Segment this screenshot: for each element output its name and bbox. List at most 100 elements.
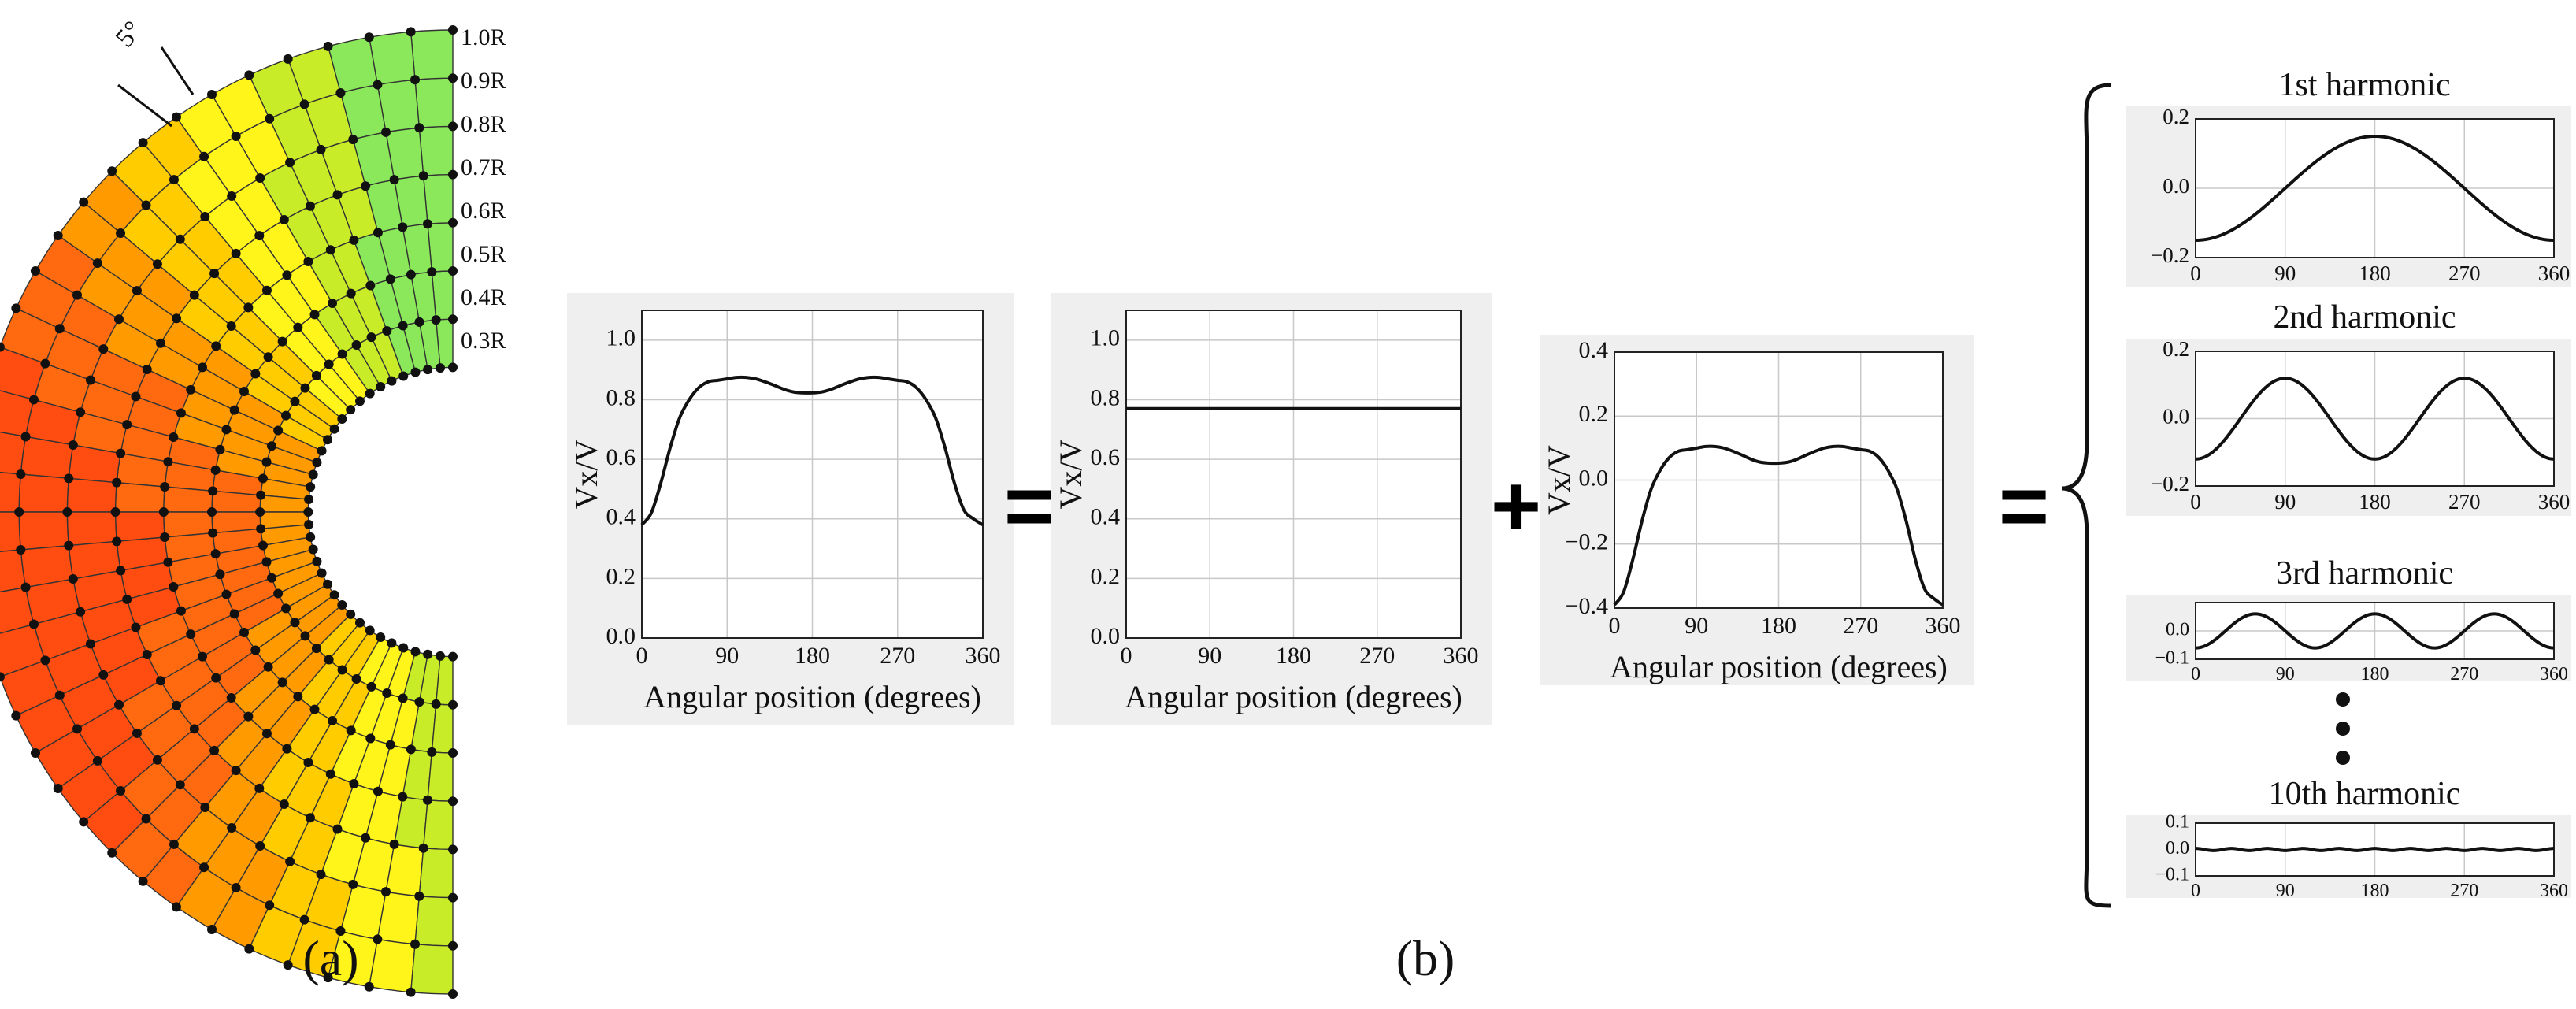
y-tick-label: 0.6 bbox=[606, 444, 636, 470]
grid-node bbox=[431, 699, 441, 709]
grid-node bbox=[112, 477, 122, 488]
grid-node bbox=[250, 369, 261, 379]
grid-node bbox=[448, 699, 458, 710]
grid-node bbox=[299, 99, 309, 109]
grid-node bbox=[138, 138, 148, 148]
propeller-grid-panel bbox=[0, 25, 458, 999]
grid-node bbox=[324, 655, 334, 665]
grid-node bbox=[226, 321, 236, 331]
grid-node bbox=[448, 651, 458, 662]
x-tick-label: 180 bbox=[2361, 881, 2389, 901]
grid-cell bbox=[18, 473, 70, 513]
chart-title: 2nd harmonic bbox=[2273, 299, 2456, 336]
grid-node bbox=[266, 573, 276, 583]
grid-node bbox=[175, 780, 185, 790]
grid-node bbox=[158, 507, 169, 517]
grid-node bbox=[285, 158, 295, 168]
grid-node bbox=[410, 939, 420, 949]
grid-node bbox=[261, 557, 272, 567]
series-line bbox=[2195, 847, 2555, 852]
grid-node bbox=[14, 507, 24, 517]
grid-node bbox=[169, 839, 179, 849]
grid-node bbox=[406, 987, 416, 997]
grid-node bbox=[435, 651, 445, 661]
grid-node bbox=[30, 748, 40, 758]
x-tick-label: 270 bbox=[1843, 613, 1878, 639]
grid-node bbox=[227, 191, 237, 201]
grid-node bbox=[76, 607, 86, 617]
grid-node bbox=[373, 934, 383, 944]
grid-node bbox=[172, 313, 182, 324]
grid-node bbox=[337, 349, 347, 359]
grid-node bbox=[361, 833, 371, 843]
x-tick-label: 270 bbox=[2450, 664, 2478, 684]
grid-node bbox=[261, 457, 272, 467]
plot-frame bbox=[2195, 602, 2555, 660]
grid-node bbox=[328, 298, 337, 308]
grid-node bbox=[171, 112, 181, 122]
grid-node bbox=[332, 190, 343, 200]
grid-node bbox=[348, 135, 358, 145]
grid-node bbox=[366, 681, 376, 692]
grid-node bbox=[303, 758, 313, 768]
grid-node bbox=[258, 473, 268, 484]
grid-node bbox=[389, 839, 399, 849]
grid-node bbox=[303, 507, 313, 517]
grid-node bbox=[132, 286, 142, 296]
grid-cell bbox=[431, 703, 454, 754]
grid-node bbox=[30, 266, 40, 276]
grid-node bbox=[448, 169, 458, 180]
grid-node bbox=[265, 900, 275, 911]
grid-node bbox=[423, 365, 433, 375]
grid-node bbox=[142, 364, 152, 374]
grid-node bbox=[152, 259, 162, 269]
panel-a-label: (a) bbox=[302, 930, 358, 986]
x-tick-label: 180 bbox=[1761, 613, 1796, 639]
grid-node bbox=[116, 786, 126, 796]
grid-node bbox=[107, 848, 117, 858]
x-tick-label: 0 bbox=[2190, 262, 2201, 285]
grid-node bbox=[279, 214, 289, 224]
x-tick-label: 180 bbox=[2359, 490, 2391, 514]
grid-node bbox=[448, 892, 458, 903]
grid-node bbox=[406, 27, 416, 37]
chart-harmonic_10: 0 90 180 270 360 −0.1 0.0 0.1 10th harmonic bbox=[2126, 776, 2571, 901]
grid-node bbox=[376, 632, 386, 643]
grid-node bbox=[255, 172, 265, 183]
grid-node bbox=[305, 201, 315, 211]
grid-node bbox=[293, 692, 303, 702]
grid-node bbox=[316, 870, 326, 880]
grid-node bbox=[280, 603, 291, 614]
grid-node bbox=[351, 674, 361, 684]
radius-label: 0.8R bbox=[461, 111, 506, 137]
grid-node bbox=[263, 662, 273, 672]
grid-node bbox=[329, 590, 339, 600]
y-tick-label: 0.8 bbox=[606, 384, 636, 410]
grid-node bbox=[200, 803, 210, 813]
grid-cell bbox=[418, 125, 454, 176]
x-tick-label: 180 bbox=[2361, 664, 2389, 684]
grid-cell bbox=[0, 390, 35, 438]
radius-label: 1.0R bbox=[461, 24, 506, 50]
grid-node bbox=[364, 981, 374, 992]
y-tick-label: 0.8 bbox=[1091, 384, 1121, 410]
y-tick-label: −0.2 bbox=[2151, 243, 2189, 267]
y-tick-label: −0.4 bbox=[1566, 593, 1608, 619]
grid-node bbox=[152, 755, 162, 765]
grid-node bbox=[448, 25, 458, 35]
grid-node bbox=[231, 248, 241, 258]
grid-node bbox=[354, 396, 365, 406]
y-tick-label: 0.0 bbox=[1579, 465, 1609, 491]
grid-node bbox=[448, 73, 458, 83]
grid-node bbox=[207, 925, 217, 935]
grid-node bbox=[189, 724, 199, 734]
radius-label: 0.7R bbox=[461, 154, 506, 180]
grid-node bbox=[398, 371, 409, 381]
grid-node bbox=[410, 75, 420, 85]
plot-frame bbox=[1614, 351, 1944, 609]
ellipsis-dot bbox=[2336, 722, 2350, 736]
grid-node bbox=[169, 175, 179, 185]
grid-node bbox=[138, 876, 148, 886]
y-tick-label: 0.0 bbox=[2166, 838, 2189, 859]
grid-node bbox=[303, 256, 313, 266]
